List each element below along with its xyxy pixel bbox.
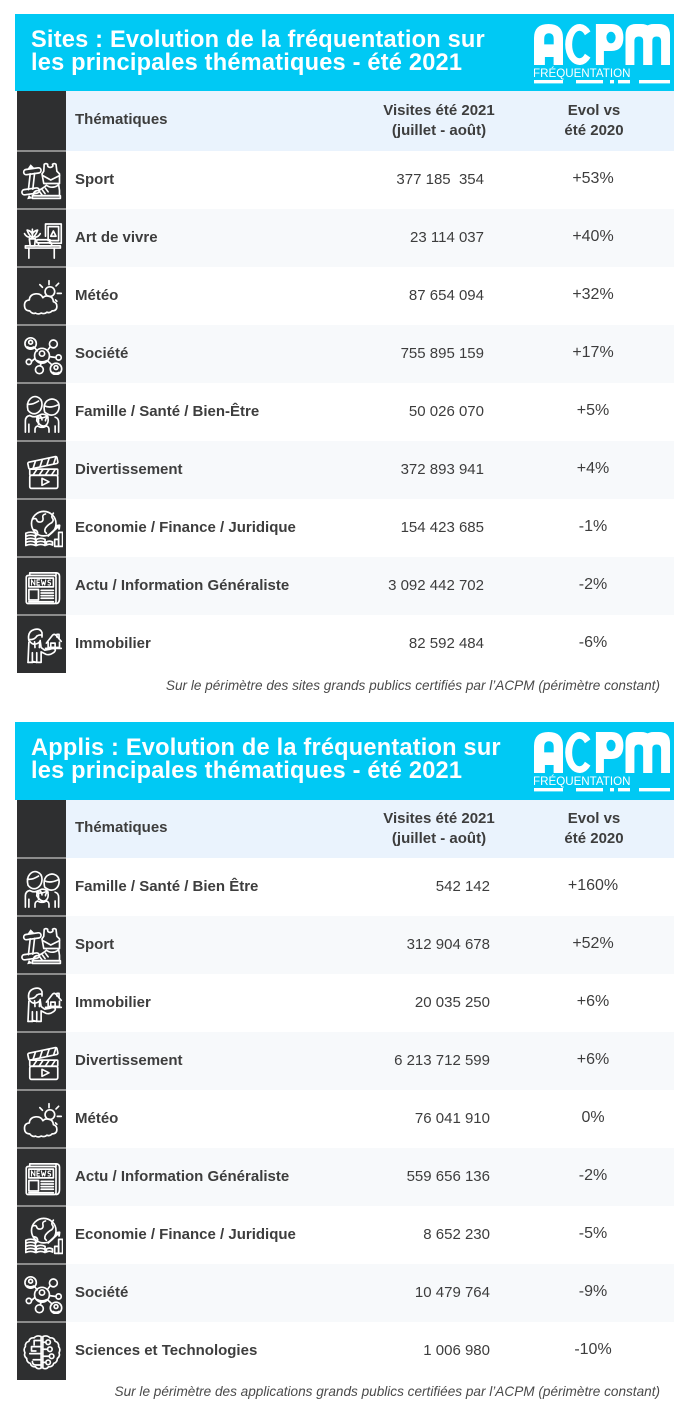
- svg-text:FRÉQUENTATION: FRÉQUENTATION: [534, 775, 630, 788]
- svg-text:FRÉQUENTATION: FRÉQUENTATION: [534, 67, 630, 80]
